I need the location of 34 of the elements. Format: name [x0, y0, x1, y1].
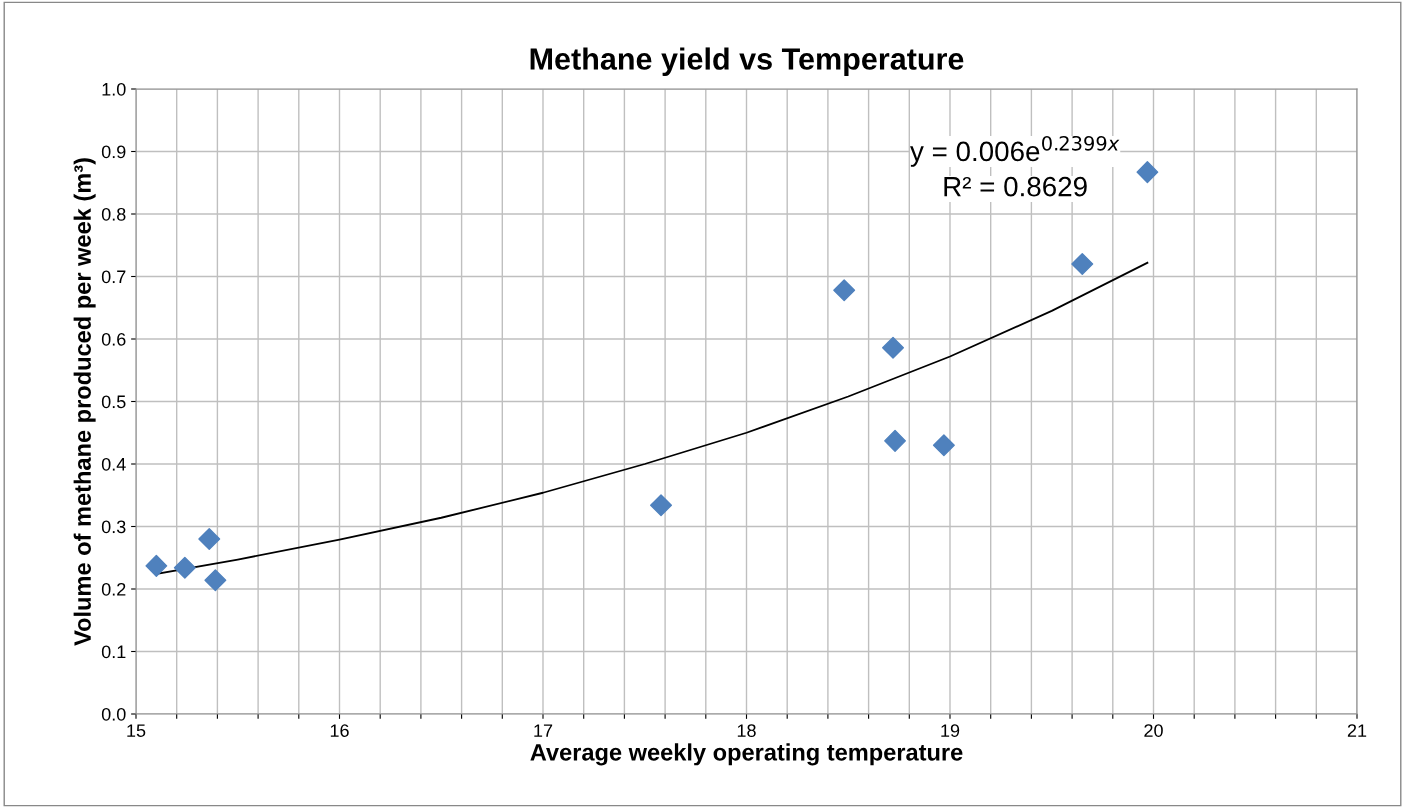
point: [1136, 161, 1159, 184]
x-tick-label: 19: [941, 724, 960, 737]
point: [145, 554, 168, 577]
x-tick-label: 16: [330, 724, 349, 737]
annotation: R² = 0.8629: [944, 176, 1087, 197]
point: [650, 494, 673, 517]
y-tick-label: 0.5: [101, 395, 126, 409]
y-tick-label: 0.4: [101, 457, 126, 471]
point: [1071, 253, 1094, 275]
x-tick-label: 20: [1144, 724, 1163, 737]
point: [173, 556, 196, 579]
y-tick-label: 0.3: [101, 520, 126, 534]
y-tick-label: 0.1: [101, 645, 126, 659]
y-axis-title: Volume of methane produced per week (m³): [73, 158, 96, 646]
x-axis-title: Average weekly operating temperature: [530, 743, 963, 766]
y-tick-label: 0.8: [101, 207, 126, 221]
y-tick-label: 0.9: [101, 145, 126, 159]
point: [932, 434, 955, 457]
x-tick-label: 18: [737, 724, 756, 737]
point: [204, 569, 227, 592]
point: [198, 528, 221, 550]
y-tick-label: 1.0: [102, 82, 126, 96]
point: [882, 336, 905, 359]
y-tick-label: 0.6: [101, 332, 126, 346]
y-tick-label: 0.2: [101, 582, 126, 596]
point: [884, 429, 907, 452]
y-tick-label: 0.0: [101, 707, 126, 721]
annotation: y = 0.006e$^{0.2399x}$: [910, 135, 1120, 167]
chart-title: Methane yield vs Temperature: [530, 47, 964, 76]
x-tick-label: 15: [127, 724, 146, 737]
y-tick-label: 0.7: [101, 270, 126, 284]
point: [833, 279, 856, 302]
x-tick-label: 17: [534, 724, 553, 737]
x-tick-label: 21: [1347, 724, 1367, 737]
